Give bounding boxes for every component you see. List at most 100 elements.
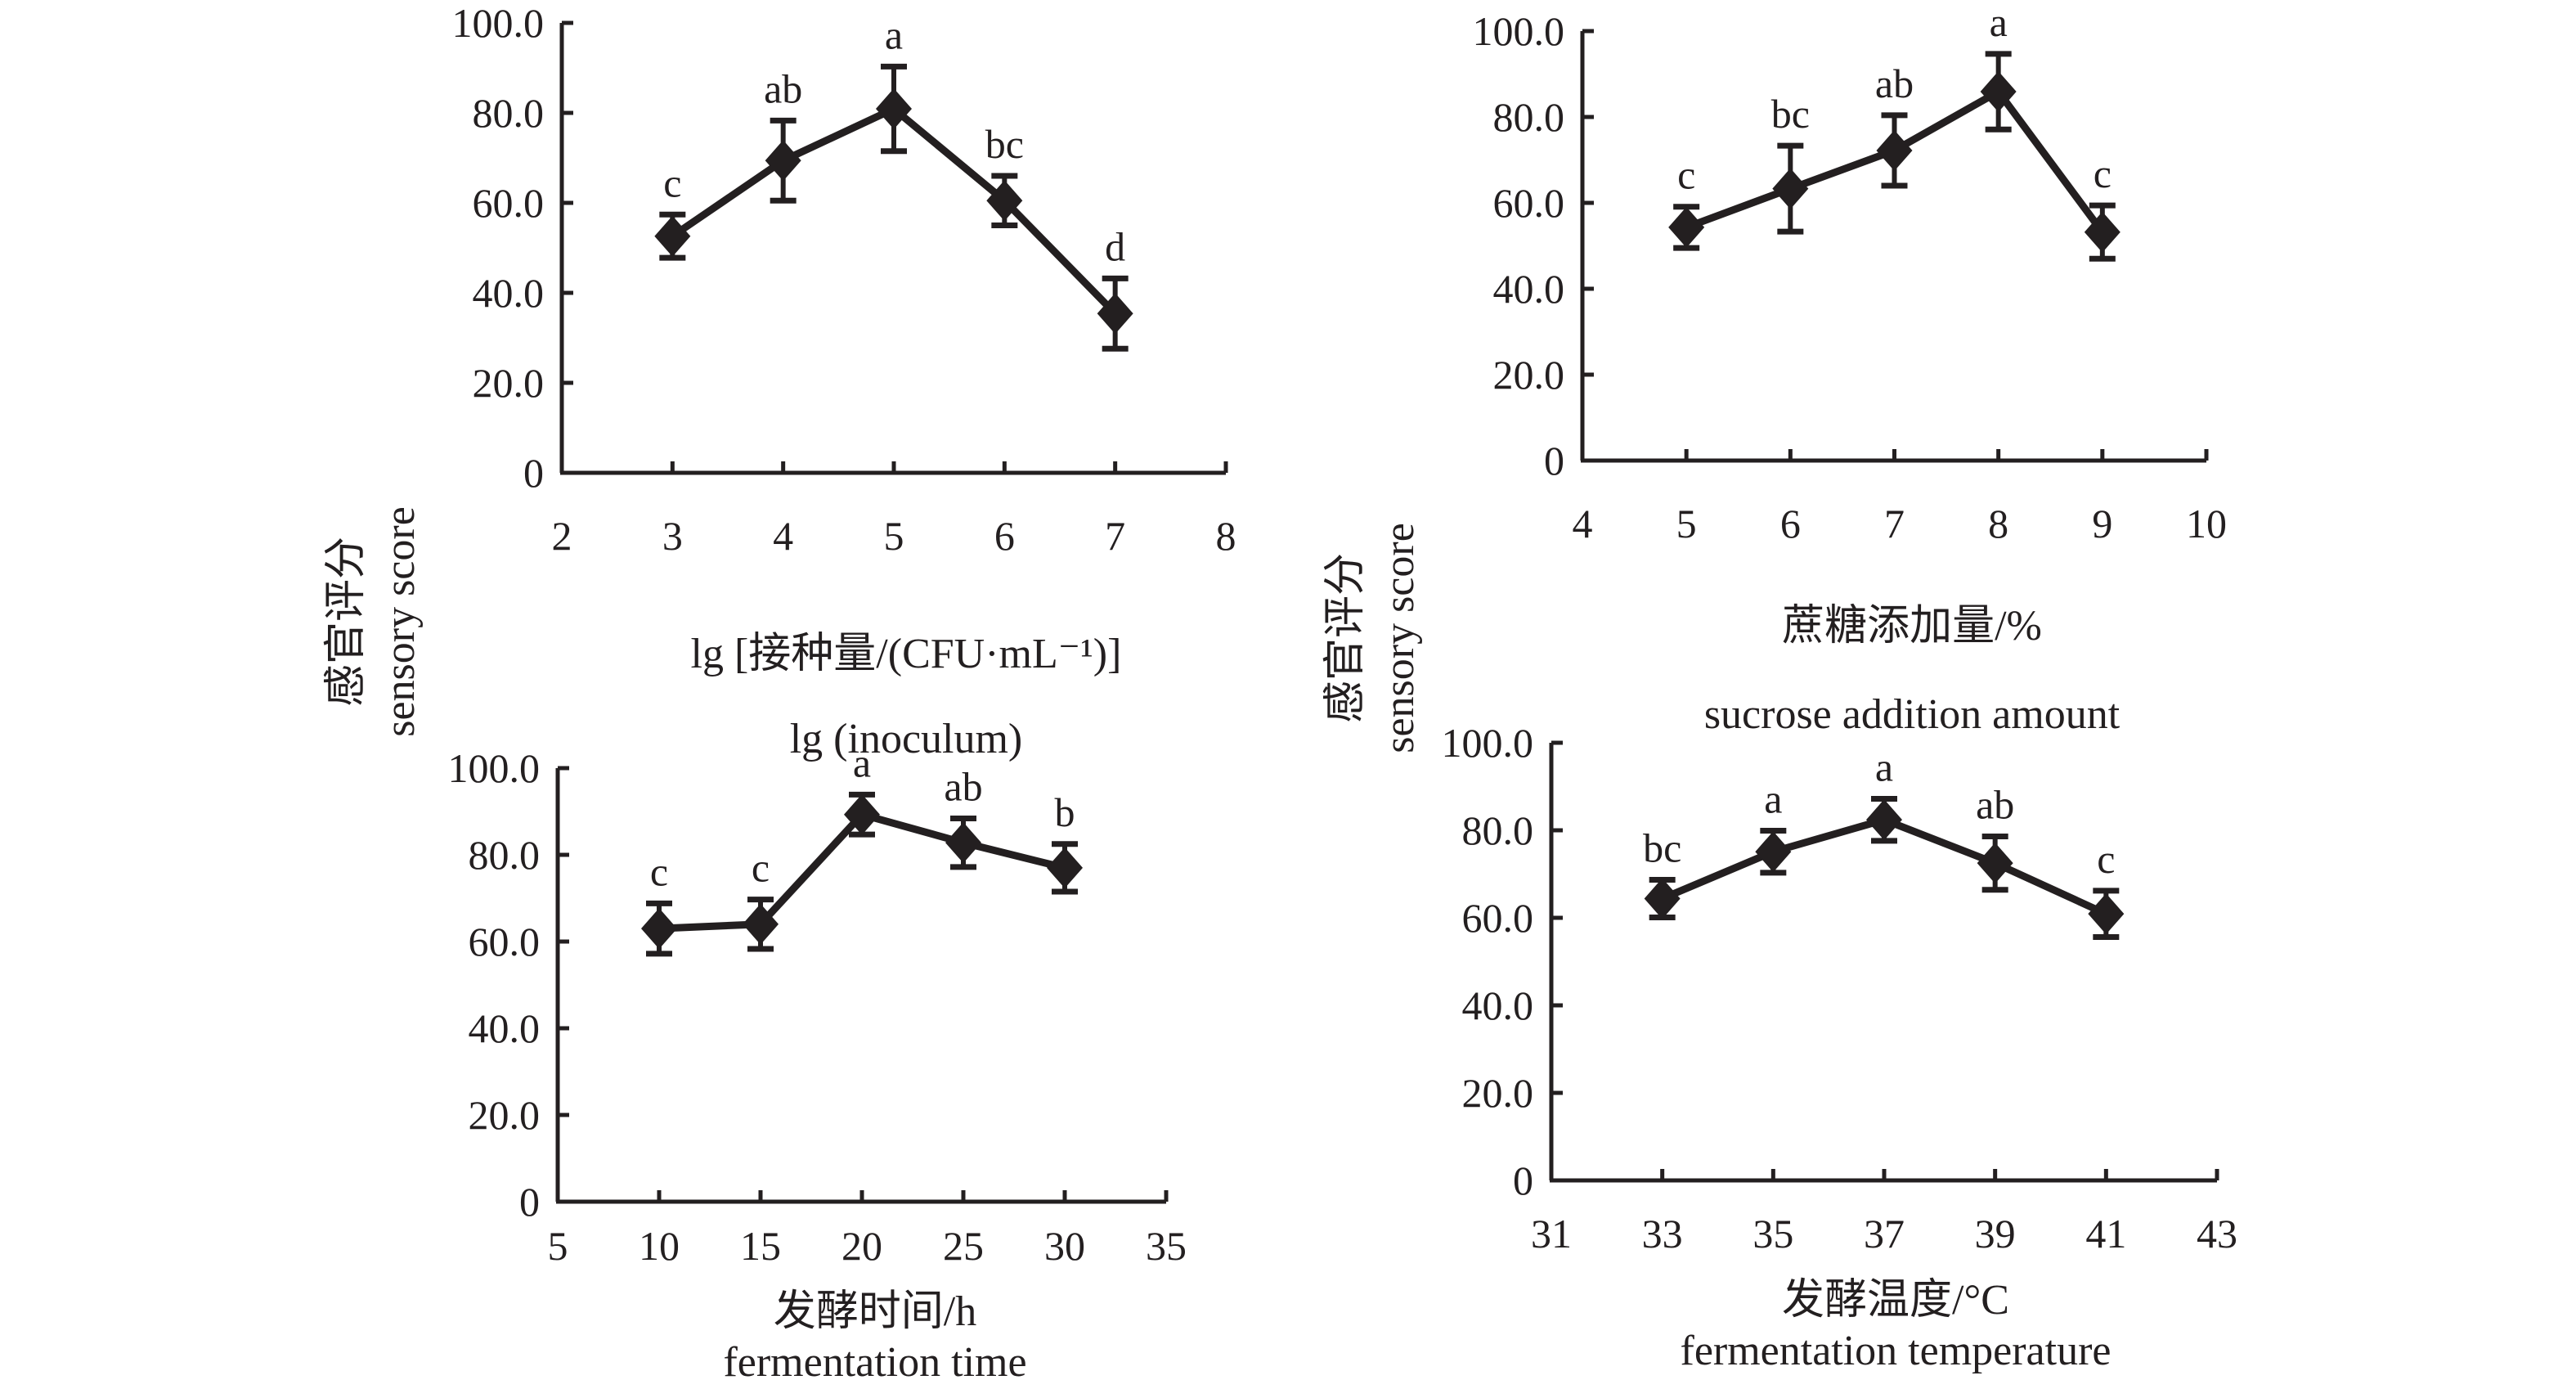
significance-label: bc [1643, 825, 1681, 870]
x-tick-label: 30 [1044, 1223, 1085, 1269]
significance-label: d [1105, 223, 1125, 269]
data-point-diamond [2084, 211, 2120, 253]
x-tick-label: 25 [943, 1223, 984, 1269]
y-axis-title-right: 感官评分 sensory score [1322, 523, 1423, 753]
y-tick-label: 60.0 [1462, 895, 1534, 941]
x-tick-label: 8 [1988, 501, 2008, 546]
x-tick-label: 6 [1780, 501, 1801, 546]
x-tick-label: 2 [552, 513, 572, 559]
significance-label: a [1990, 0, 2008, 45]
y-tick-label: 60.0 [1493, 180, 1565, 226]
x-tick-label: 6 [994, 513, 1015, 559]
x-tick-label: 5 [548, 1223, 568, 1269]
y-tick-label: 40.0 [473, 270, 545, 316]
significance-label: ab [1875, 61, 1914, 106]
y-tick-label: 80.0 [473, 90, 545, 136]
y-tick-label: 80.0 [1462, 807, 1534, 853]
y-axis-title-cn: 感官评分 [1322, 553, 1369, 723]
x-axis-title-cn: lg [接种量/(CFU·mL⁻¹)] [691, 631, 1122, 677]
y-tick-label: 100.0 [1473, 8, 1565, 54]
x-tick-label: 35 [1752, 1211, 1793, 1256]
x-tick-label: 41 [2085, 1211, 2126, 1256]
y-tick-label: 40.0 [469, 1005, 541, 1051]
data-point-diamond [641, 908, 677, 950]
x-tick-label: 7 [1105, 513, 1125, 559]
y-tick-label: 0 [519, 1179, 540, 1225]
data-point-diamond [876, 88, 912, 130]
y-tick-label: 0 [1513, 1158, 1533, 1203]
data-point-diamond [1644, 878, 1681, 919]
x-tick-label: 10 [2186, 501, 2227, 546]
x-tick-label: 9 [2092, 501, 2112, 546]
x-tick-label: 35 [1146, 1223, 1187, 1269]
x-tick-label: 43 [2197, 1211, 2237, 1256]
data-point-diamond [844, 793, 880, 835]
y-tick-label: 20.0 [1493, 352, 1565, 398]
y-tick-label: 100.0 [452, 0, 545, 46]
x-tick-label: 8 [1216, 513, 1236, 559]
x-tick-label: 39 [1975, 1211, 2016, 1256]
x-tick-label: 4 [1573, 501, 1593, 546]
x-tick-label: 10 [639, 1223, 680, 1269]
significance-label: c [650, 848, 668, 894]
significance-label: c [1677, 152, 1695, 198]
data-point-diamond [1876, 129, 1913, 171]
x-axis-title-en: fermentation time [723, 1339, 1026, 1386]
chart-fermentation-temperature: 发酵温度/°C fermentation temperature 0 20.0 40… [1442, 720, 2238, 1374]
chart-inoculum: lg [接种量/(CFU·mL⁻¹)] lg (inoculum) 0 20.0 4… [452, 0, 1236, 762]
data-point-diamond [765, 140, 801, 182]
x-axis-title-en: lg (inoculum) [790, 716, 1023, 762]
y-tick-label: 0 [1544, 438, 1564, 483]
significance-label: ab [1976, 781, 2014, 827]
significance-label: ab [944, 763, 982, 809]
y-tick-label: 100.0 [448, 745, 541, 791]
y-tick-label: 80.0 [1493, 94, 1565, 140]
y-tick-label: 20.0 [1462, 1070, 1534, 1116]
significance-label: bc [1771, 91, 1810, 137]
y-tick-label: 60.0 [473, 180, 545, 226]
significance-label: c [663, 160, 681, 205]
significance-label: a [1764, 776, 1782, 822]
x-tick-label: 37 [1864, 1211, 1905, 1256]
y-axis-title-en: sensory score [1376, 523, 1423, 753]
x-axis-title-cn: 蔗糖添加量/% [1782, 603, 2042, 650]
chart-sucrose: 蔗糖添加量/% sucrose addition amount 0 20.0 40.… [1473, 0, 2228, 738]
x-tick-label: 3 [662, 513, 683, 559]
x-tick-label: 7 [1884, 501, 1905, 546]
significance-label: bc [985, 121, 1024, 167]
x-tick-label: 20 [841, 1223, 882, 1269]
data-point-diamond [1977, 843, 2013, 884]
data-point-diamond [1668, 206, 1705, 248]
data-point-diamond [1866, 799, 1902, 841]
y-tick-label: 20.0 [469, 1092, 541, 1138]
data-point-diamond [1755, 831, 1792, 873]
data-point-diamond [1047, 847, 1083, 888]
significance-label: b [1055, 789, 1075, 835]
significance-label: c [752, 845, 770, 891]
data-point-diamond [1772, 168, 1809, 209]
significance-label: a [853, 739, 871, 785]
x-tick-label: 5 [884, 513, 904, 559]
y-axis-title-left: 感官评分 sensory score [323, 506, 424, 737]
x-tick-label: 4 [773, 513, 793, 559]
x-tick-label: 31 [1531, 1211, 1572, 1256]
y-axis-title-en: sensory score [377, 506, 424, 737]
chart-fermentation-time: 发酵时间/h fermentation time 0 20.0 40.0 60.0 80… [448, 739, 1187, 1386]
y-tick-label: 60.0 [469, 919, 541, 964]
y-tick-label: 40.0 [1462, 982, 1534, 1028]
significance-label: a [1875, 744, 1893, 789]
x-axis-title-en: sucrose addition amount [1704, 691, 2120, 738]
y-tick-label: 20.0 [473, 360, 545, 406]
y-tick-label: 0 [523, 450, 544, 496]
y-tick-label: 100.0 [1442, 720, 1534, 766]
data-point-diamond [1097, 293, 1133, 335]
x-tick-label: 33 [1642, 1211, 1683, 1256]
data-point-diamond [945, 822, 981, 864]
data-point-diamond [986, 180, 1023, 222]
data-point-diamond [2088, 893, 2125, 935]
significance-label: ab [764, 65, 802, 111]
significance-label: c [2097, 836, 2115, 882]
x-axis-title-cn: 发酵时间/h [774, 1288, 976, 1335]
x-tick-label: 5 [1676, 501, 1697, 546]
